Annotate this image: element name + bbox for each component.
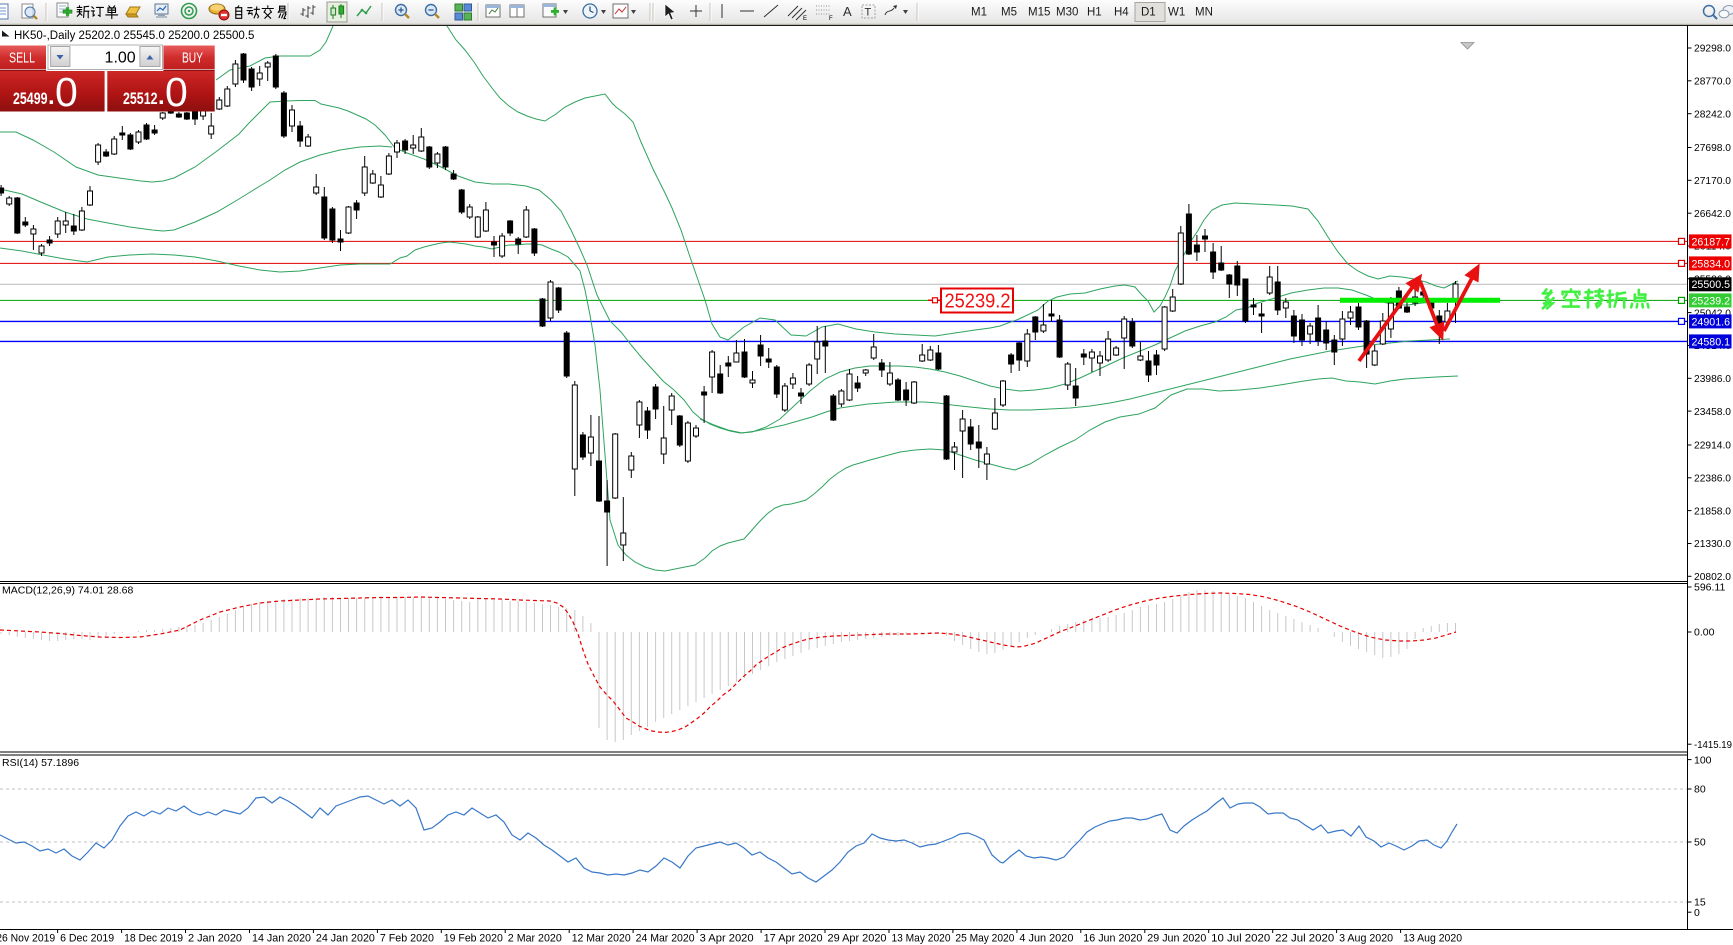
svg-text:80: 80 xyxy=(1694,784,1706,796)
svg-text:2 Jan 2020: 2 Jan 2020 xyxy=(188,933,242,945)
svg-text:15: 15 xyxy=(1694,897,1706,909)
svg-text:3 Apr 2020: 3 Apr 2020 xyxy=(700,933,754,945)
svg-text:0.00: 0.00 xyxy=(1694,627,1715,639)
svg-text:M1: M1 xyxy=(971,7,987,19)
svg-text:25499: 25499 xyxy=(13,89,48,108)
svg-text:.: . xyxy=(48,83,55,110)
svg-text:25512: 25512 xyxy=(123,89,158,108)
svg-text:22914.0: 22914.0 xyxy=(1694,440,1731,452)
svg-text:0: 0 xyxy=(55,69,78,115)
svg-text:7 Feb 2020: 7 Feb 2020 xyxy=(380,933,434,945)
svg-text:21330.0: 21330.0 xyxy=(1694,538,1731,550)
svg-text:A: A xyxy=(843,4,852,19)
svg-text:24 Mar 2020: 24 Mar 2020 xyxy=(636,933,695,945)
svg-text:M30: M30 xyxy=(1056,7,1078,19)
svg-text:19 Feb 2020: 19 Feb 2020 xyxy=(444,933,503,945)
svg-text:20802.0: 20802.0 xyxy=(1694,571,1731,583)
svg-text:-1415.19: -1415.19 xyxy=(1694,739,1732,751)
svg-text:.: . xyxy=(158,83,165,110)
svg-text:W1: W1 xyxy=(1168,7,1185,19)
svg-text:23986.0: 23986.0 xyxy=(1694,373,1731,385)
svg-text:27170.0: 27170.0 xyxy=(1694,175,1731,187)
svg-text:12 Mar 2020: 12 Mar 2020 xyxy=(572,933,631,945)
svg-text:BUY: BUY xyxy=(182,51,203,67)
svg-text:1.00: 1.00 xyxy=(105,50,136,67)
svg-text:28242.0: 28242.0 xyxy=(1694,108,1731,120)
svg-text:21858.0: 21858.0 xyxy=(1694,505,1731,517)
svg-text:2 Mar 2020: 2 Mar 2020 xyxy=(508,933,562,945)
svg-text:29298.0: 29298.0 xyxy=(1694,43,1731,55)
svg-text:SELL: SELL xyxy=(9,51,35,67)
svg-text:17 Apr 2020: 17 Apr 2020 xyxy=(764,933,823,945)
svg-text:M15: M15 xyxy=(1028,7,1050,19)
svg-text:100: 100 xyxy=(1694,754,1712,766)
svg-text:22 Jul 2020: 22 Jul 2020 xyxy=(1275,933,1334,945)
svg-text:25834.0: 25834.0 xyxy=(1692,258,1731,270)
svg-text:4 Jun 2020: 4 Jun 2020 xyxy=(1019,933,1073,945)
svg-text:29 Apr 2020: 29 Apr 2020 xyxy=(828,933,887,945)
svg-text:25500.5: 25500.5 xyxy=(1692,279,1731,291)
svg-text:D1: D1 xyxy=(1141,7,1156,19)
svg-text:MACD(12,26,9) 74.01 28.68: MACD(12,26,9) 74.01 28.68 xyxy=(2,585,133,597)
svg-text:0: 0 xyxy=(165,69,188,115)
svg-text:24 Jan 2020: 24 Jan 2020 xyxy=(316,933,375,945)
svg-text:F: F xyxy=(829,16,833,22)
svg-text:50: 50 xyxy=(1694,837,1706,849)
svg-text:26642.0: 26642.0 xyxy=(1694,208,1731,220)
svg-text:25239.2: 25239.2 xyxy=(1692,295,1731,307)
svg-text:H4: H4 xyxy=(1114,7,1129,19)
svg-text:6 Dec 2019: 6 Dec 2019 xyxy=(60,933,114,945)
svg-text:13 May 2020: 13 May 2020 xyxy=(892,933,951,945)
svg-text:596.11: 596.11 xyxy=(1694,582,1725,594)
svg-text:25 May 2020: 25 May 2020 xyxy=(955,933,1014,945)
svg-text:14 Jan 2020: 14 Jan 2020 xyxy=(252,933,311,945)
svg-text:0: 0 xyxy=(1694,907,1700,919)
svg-text:RSI(14) 57.1896: RSI(14) 57.1896 xyxy=(2,757,79,769)
svg-text:16 Jun 2020: 16 Jun 2020 xyxy=(1083,933,1142,945)
svg-text:24901.6: 24901.6 xyxy=(1692,316,1731,328)
svg-text:27698.0: 27698.0 xyxy=(1694,142,1731,154)
svg-text:29 Jun 2020: 29 Jun 2020 xyxy=(1147,933,1206,945)
svg-text:13 Aug 2020: 13 Aug 2020 xyxy=(1403,933,1462,945)
svg-text:HK50-,Daily 25202.0 25545.0 2: HK50-,Daily 25202.0 25545.0 25200.0 2550… xyxy=(14,30,254,42)
svg-text:18 Dec 2019: 18 Dec 2019 xyxy=(124,933,183,945)
svg-text:H1: H1 xyxy=(1087,7,1102,19)
svg-text:26 Nov 2019: 26 Nov 2019 xyxy=(0,933,55,945)
svg-text:3 Aug 2020: 3 Aug 2020 xyxy=(1339,933,1393,945)
svg-text:MN: MN xyxy=(1195,7,1213,19)
svg-text:23458.0: 23458.0 xyxy=(1694,406,1731,418)
svg-text:10 Jul 2020: 10 Jul 2020 xyxy=(1211,933,1270,945)
svg-text:M5: M5 xyxy=(1001,7,1017,19)
svg-text:24580.1: 24580.1 xyxy=(1692,336,1731,348)
svg-text:E: E xyxy=(803,16,807,22)
svg-text:28770.0: 28770.0 xyxy=(1694,76,1731,88)
svg-text:T: T xyxy=(865,7,872,19)
svg-text:25239.2: 25239.2 xyxy=(945,291,1011,313)
svg-text:22386.0: 22386.0 xyxy=(1694,473,1731,485)
svg-text:26187.7: 26187.7 xyxy=(1692,236,1731,248)
